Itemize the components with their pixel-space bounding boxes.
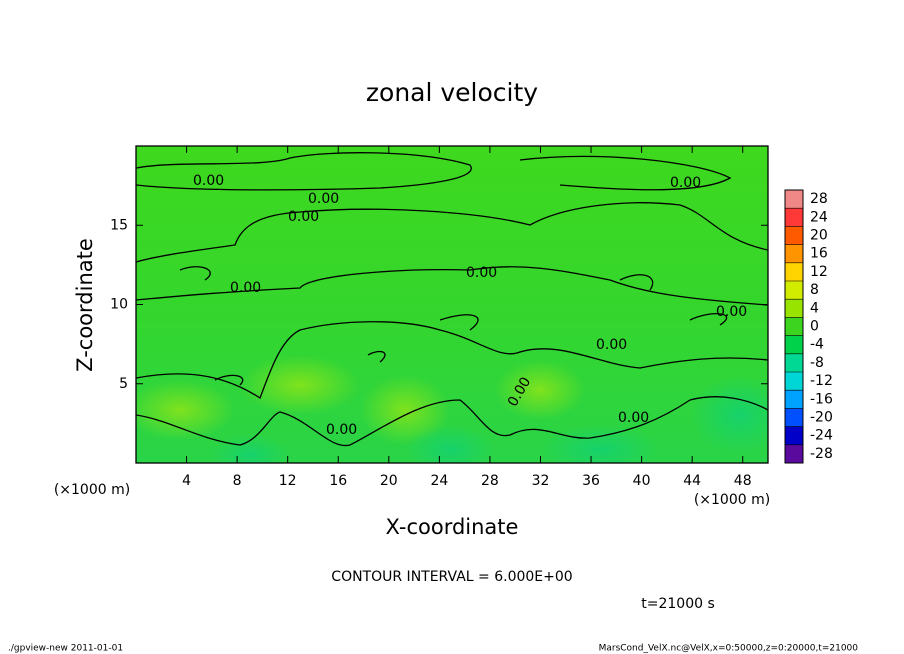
y-tick-label: 10 (110, 297, 128, 313)
x-tick-label: 36 (582, 473, 600, 489)
x-tick-label: 4 (182, 473, 191, 489)
contour-label: 0.00 (308, 191, 339, 207)
x-axis-label: X-coordinate (386, 515, 519, 539)
y-axis-label: Z-coordinate (73, 238, 97, 372)
colorbar-box (785, 372, 803, 391)
colorbar-label: -4 (810, 337, 824, 353)
colorbar-box (785, 353, 803, 372)
colorbar-box (785, 408, 803, 427)
colorbar-label: -16 (810, 391, 833, 407)
colorbar-label: 12 (810, 264, 828, 280)
colorbar-box (785, 426, 803, 445)
x-tick-label: 16 (329, 473, 347, 489)
contour-label: 0.00 (670, 175, 701, 191)
colorbar-label: 20 (810, 228, 828, 244)
contour-label: 0.00 (618, 410, 649, 426)
colorbar-label: -8 (810, 355, 824, 371)
x-tick-label: 44 (683, 473, 701, 489)
colorbar-box (785, 390, 803, 409)
field (136, 146, 768, 463)
colorbar-box (785, 444, 803, 463)
colorbar-box (785, 244, 803, 263)
contour-label: 0.00 (716, 304, 747, 320)
colorbar-label: 16 (810, 246, 828, 262)
chart-title: zonal velocity (366, 78, 538, 107)
x-tick-label: 24 (430, 473, 448, 489)
footer-right: MarsCond_VelX.nc@VelX,x=0:50000,z=0:2000… (599, 644, 859, 654)
y-tick-label: 15 (110, 217, 128, 233)
colorbar-frame (784, 189, 804, 464)
x-tick-label: 48 (734, 473, 752, 489)
colorbar-box (785, 281, 803, 300)
y-tick-label: 5 (119, 376, 128, 392)
y-unit: (×1000 m) (54, 482, 130, 498)
colorbar-label: -20 (810, 410, 833, 426)
contour-interval: CONTOUR INTERVAL = 6.000E+00 (331, 569, 572, 585)
time-label: t=21000 s (641, 596, 715, 612)
x-tick-label: 28 (481, 473, 499, 489)
contour-label: 0.00 (596, 337, 627, 353)
contour-label: 0.00 (230, 280, 261, 296)
x-tick-label: 32 (532, 473, 550, 489)
colorbar-box (785, 317, 803, 336)
colorbar-label: 8 (810, 282, 819, 298)
x-tick-label: 8 (233, 473, 242, 489)
x-unit: (×1000 m) (694, 492, 770, 508)
colorbar-label: -12 (810, 373, 833, 389)
colorbar-label: -28 (810, 446, 833, 462)
contour-label: 0.00 (193, 173, 224, 189)
contour-label: 0.00 (288, 209, 319, 225)
colorbar-box (785, 335, 803, 354)
contour-label: 0.00 (326, 422, 357, 438)
colorbar-label: -24 (810, 428, 833, 444)
x-tick-label: 12 (279, 473, 297, 489)
colorbar-box (785, 262, 803, 281)
colorbar-box (785, 226, 803, 245)
colorbar-box (785, 299, 803, 318)
footer-left: ./gpview-new 2011-01-01 (8, 644, 123, 654)
x-tick-label: 40 (633, 473, 651, 489)
colorbar-label: 28 (810, 191, 828, 207)
contour-label: 0.00 (466, 265, 497, 281)
colorbar-label: 0 (810, 319, 819, 335)
colorbar-box (785, 190, 803, 209)
colorbar-label: 24 (810, 209, 828, 225)
x-tick-label: 20 (380, 473, 398, 489)
colorbar-box (785, 208, 803, 227)
colorbar-label: 4 (810, 300, 819, 316)
